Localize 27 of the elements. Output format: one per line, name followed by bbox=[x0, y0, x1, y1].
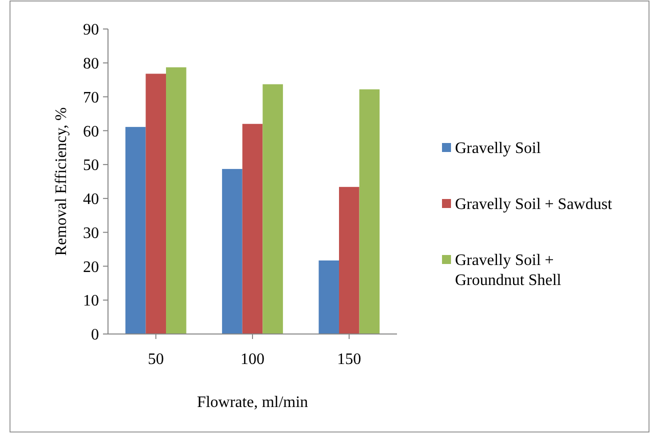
bar bbox=[359, 89, 380, 334]
x-tick-label: 50 bbox=[148, 351, 164, 368]
y-tick-label: 0 bbox=[91, 326, 99, 344]
y-tick-label: 10 bbox=[83, 292, 99, 310]
legend-label: Gravelly Soil bbox=[455, 140, 542, 157]
y-tick-label: 20 bbox=[83, 258, 99, 276]
bar bbox=[125, 126, 146, 334]
y-tick-label: 90 bbox=[83, 22, 99, 39]
legend-label: Gravelly Soil + Groundnut Shell bbox=[455, 252, 562, 289]
bar bbox=[262, 84, 283, 334]
x-axis-title: Flowrate, ml/min bbox=[196, 394, 308, 411]
bar bbox=[166, 67, 186, 334]
y-tick-label: 70 bbox=[83, 89, 99, 106]
bar bbox=[318, 260, 340, 334]
bar bbox=[146, 74, 166, 334]
bar bbox=[242, 124, 263, 334]
y-tick-label: 30 bbox=[83, 224, 99, 242]
legend-label: Gravelly Soil + Sawdust bbox=[455, 196, 613, 213]
y-tick-label: 80 bbox=[83, 55, 99, 72]
bar bbox=[339, 186, 360, 334]
y-tick-label: 60 bbox=[83, 123, 99, 140]
bar bbox=[222, 168, 242, 334]
y-tick-label: 40 bbox=[83, 191, 99, 208]
x-tick-label: 150 bbox=[337, 351, 362, 368]
x-tick-label: 100 bbox=[240, 351, 264, 368]
y-axis-title: Removal Efficiency, % bbox=[53, 107, 70, 256]
y-tick-label: 50 bbox=[83, 157, 99, 174]
